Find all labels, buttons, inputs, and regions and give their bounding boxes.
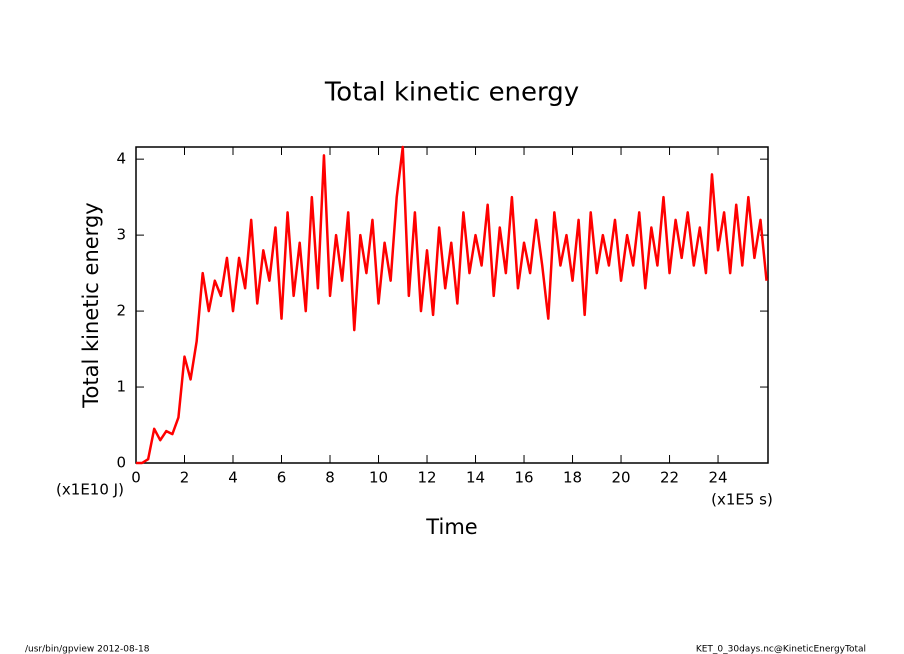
plot-frame (135, 146, 769, 464)
y-tick-label: 2 (116, 302, 126, 320)
x-tick-label: 20 (611, 469, 630, 487)
footer-right: KET_0_30days.nc@KineticEnergyTotal (696, 645, 866, 654)
x-tick-label: 0 (131, 469, 141, 487)
x-tick-label: 24 (708, 469, 727, 487)
x-tick-label: 4 (228, 469, 238, 487)
x-unit: (x1E5 s) (711, 491, 773, 509)
x-tick-label: 2 (180, 469, 190, 487)
x-tick-label: 12 (417, 469, 436, 487)
x-tick-label: 10 (369, 469, 388, 487)
y-tick-label: 4 (116, 150, 126, 168)
x-tick-label: 8 (325, 469, 335, 487)
y-tick-label: 0 (116, 454, 126, 472)
x-tick-label: 6 (277, 469, 287, 487)
y-unit: (x1E10 J) (56, 481, 124, 499)
x-axis-label: Time (425, 515, 477, 539)
x-tick-label: 16 (514, 469, 533, 487)
y-tick-label: 1 (116, 378, 126, 396)
x-tick-label: 18 (563, 469, 582, 487)
y-tick-label: 3 (116, 226, 126, 244)
y-axis-label: Total kinetic energy (79, 202, 103, 408)
chart-title: Total kinetic energy (324, 78, 579, 108)
footer-left: /usr/bin/gpview 2012-08-18 (25, 645, 150, 654)
x-tick-label: 14 (466, 469, 485, 487)
x-tick-label: 22 (660, 469, 679, 487)
data-line (136, 145, 768, 465)
